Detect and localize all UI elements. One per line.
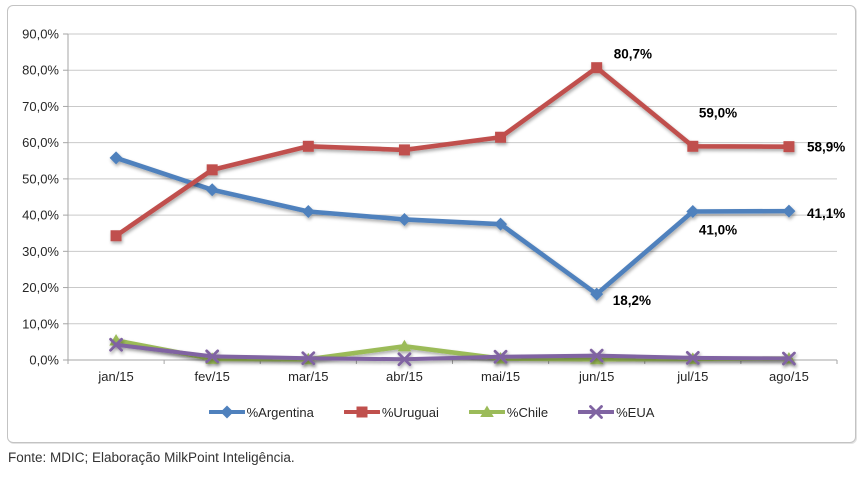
series-line <box>113 65 792 239</box>
source-note: Fonte: MDIC; Elaboração MilkPoint Inteli… <box>8 450 295 465</box>
y-tick-label: 10,0% <box>22 316 59 331</box>
legend-label: %Argentina <box>246 404 314 420</box>
data-label: 41,0% <box>699 222 737 237</box>
marker <box>589 352 604 365</box>
marker <box>302 140 314 152</box>
series-line <box>113 155 792 297</box>
y-tick-label: 30,0% <box>22 244 59 259</box>
x-tick-label: fev/15 <box>194 369 229 384</box>
marker <box>220 405 234 419</box>
data-labels: 80,7% 59,0% 58,9% 18,2% 41,0% 41,1% <box>613 47 846 308</box>
marker <box>686 204 700 218</box>
marker <box>589 348 604 363</box>
legend-item-eua: %EUA <box>578 404 654 420</box>
y-tick-label: 50,0% <box>22 171 59 186</box>
marker <box>590 287 604 301</box>
marker <box>591 62 603 74</box>
series-line <box>114 342 791 362</box>
series-argentina <box>109 151 796 301</box>
y-tick-label: 80,0% <box>22 63 59 78</box>
marker <box>301 204 315 218</box>
y-tick-label: 70,0% <box>22 99 59 114</box>
marker <box>301 351 316 366</box>
marker <box>109 151 123 165</box>
line-chart: 0,0% 10,0% 20,0% 30,0% 40,0% 50,0% 60,0% 70,0% 8… <box>22 27 846 385</box>
legend-marker-chile <box>468 405 505 417</box>
marker <box>783 141 795 153</box>
y-tick-label: 40,0% <box>22 208 59 223</box>
axes <box>67 34 838 364</box>
chart-frame: 0,0% 10,0% 20,0% 30,0% 40,0% 50,0% 60,0% 70,0% 8… <box>7 5 856 443</box>
legend-marker-uruguai <box>343 406 380 418</box>
marker <box>397 212 411 226</box>
y-tick-label: 0,0% <box>29 353 59 368</box>
x-tick-label: mar/15 <box>288 369 328 384</box>
marker <box>782 204 796 218</box>
marker <box>480 405 494 417</box>
marker <box>205 183 219 197</box>
data-label: 59,0% <box>699 105 737 120</box>
x-tick-label: abr/15 <box>386 369 423 384</box>
marker <box>687 140 699 152</box>
data-label: 80,7% <box>614 47 652 62</box>
x-tick-label: jul/15 <box>676 369 708 384</box>
legend-label: %EUA <box>616 404 655 420</box>
y-tick-label: 90,0% <box>22 27 59 42</box>
legend-marker-argentina <box>208 405 245 419</box>
marker <box>397 339 412 352</box>
series-eua <box>109 337 796 367</box>
marker <box>110 230 122 242</box>
marker <box>398 144 410 156</box>
marker <box>397 352 412 367</box>
marker <box>493 349 508 364</box>
marker <box>494 217 508 231</box>
legend-key <box>208 405 245 419</box>
y-tick-label: 60,0% <box>22 135 59 150</box>
legend-key <box>343 406 380 418</box>
x-tick-label: ago/15 <box>769 369 809 384</box>
marker <box>782 351 796 366</box>
x-tick-label: jun/15 <box>578 369 614 384</box>
legend-item-chile: %Chile <box>468 404 549 420</box>
marker <box>685 350 700 365</box>
legend-item-argentina: %Argentina <box>208 404 314 420</box>
gridlines <box>63 33 837 361</box>
marker <box>589 405 603 419</box>
marker <box>356 406 368 418</box>
x-axis-labels: jan/15 fev/15 mar/15 abr/15 mai/15 jun/15 jul/… <box>97 369 808 384</box>
x-tick-label: jan/15 <box>97 369 133 384</box>
data-label: 18,2% <box>613 293 651 308</box>
legend-marker-eua <box>578 405 615 419</box>
legend-key <box>468 405 505 417</box>
legend-item-uruguai: %Uruguai <box>343 404 439 420</box>
y-axis-labels: 0,0% 10,0% 20,0% 30,0% 40,0% 50,0% 60,0% 70,0% 8… <box>22 27 59 368</box>
legend-key <box>578 405 615 419</box>
legend-label: %Uruguai <box>381 404 439 420</box>
marker <box>206 164 218 176</box>
marker <box>205 349 220 364</box>
data-label: 58,9% <box>807 140 845 155</box>
marker <box>495 131 507 143</box>
marker <box>109 337 123 352</box>
x-tick-label: mai/15 <box>481 369 520 384</box>
chart-legend: %Argentina %Uruguai %Chile %EUA <box>8 404 855 420</box>
y-tick-label: 20,0% <box>22 280 59 295</box>
series-uruguai <box>110 62 795 242</box>
data-label: 41,1% <box>807 206 845 221</box>
legend-label: %Chile <box>506 404 549 420</box>
